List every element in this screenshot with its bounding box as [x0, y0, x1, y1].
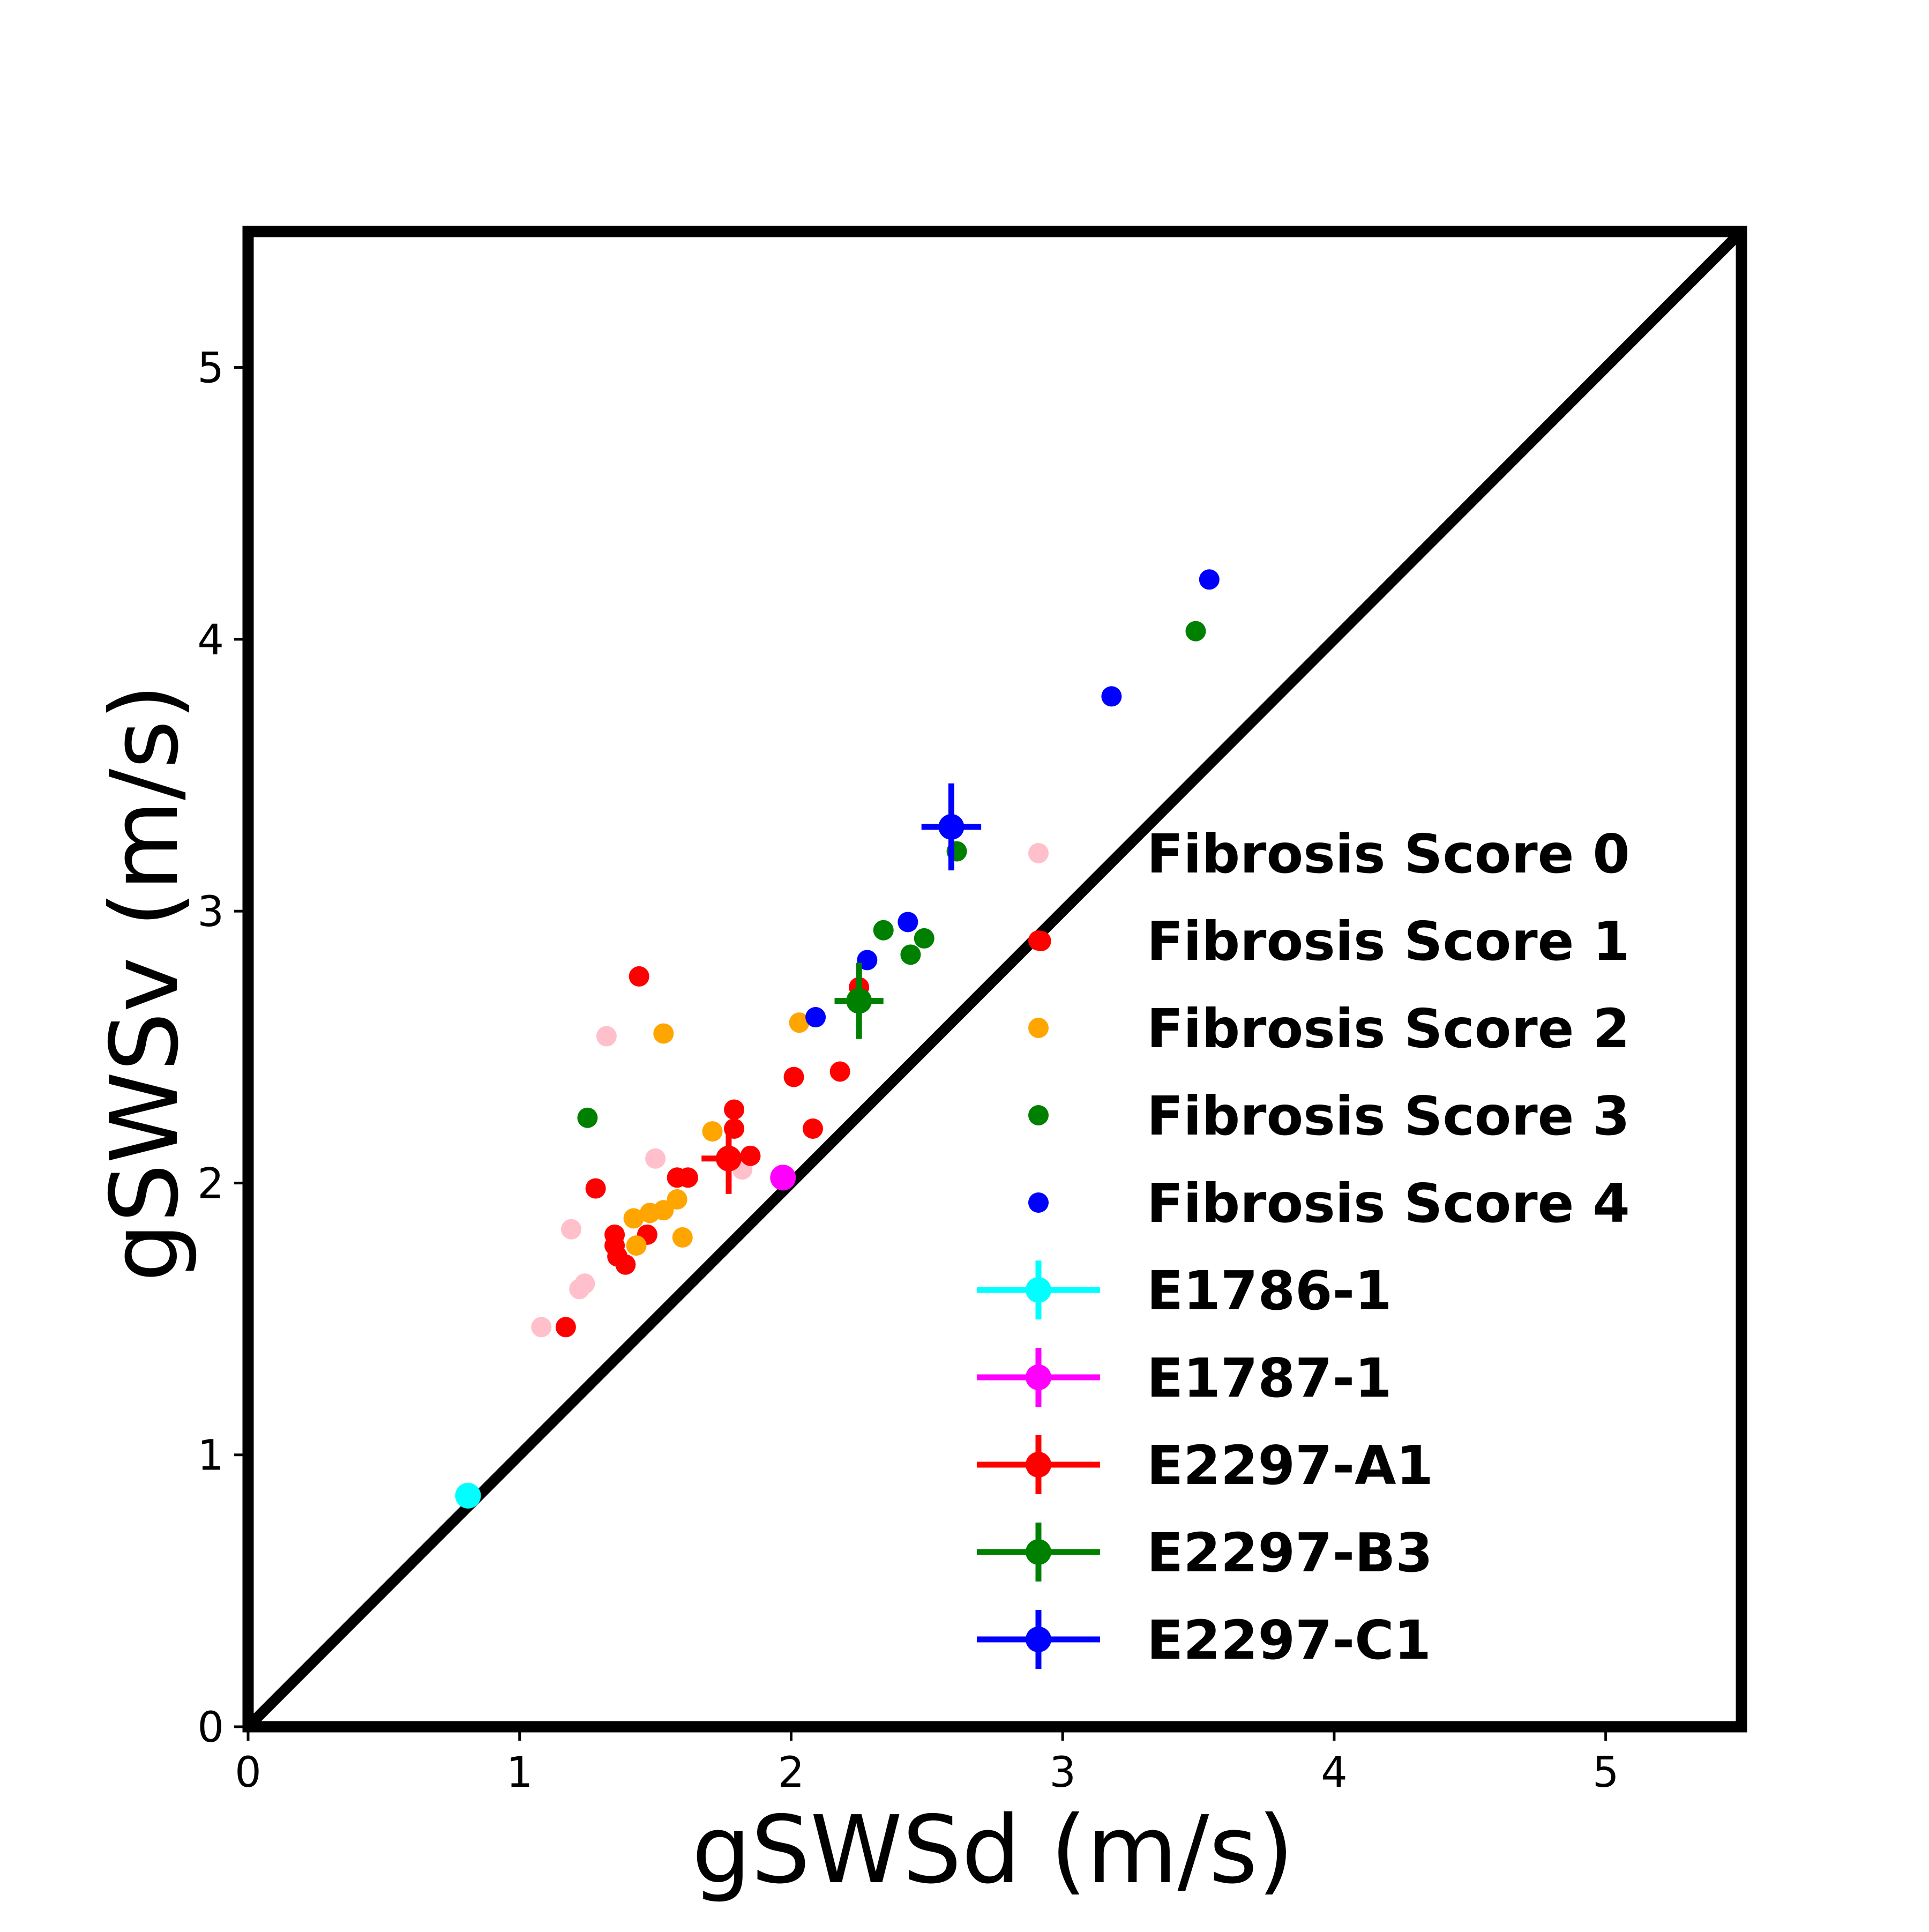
x-tick-label: 0 [235, 1749, 261, 1797]
legend-marker [1028, 1105, 1049, 1125]
y-tick-label: 0 [197, 1704, 224, 1752]
data-point [555, 1317, 576, 1338]
axes: 0 1 2 3 4 5 0 1 2 3 4 5 [197, 226, 1747, 1797]
data-point [789, 1012, 810, 1033]
data-point [829, 1061, 850, 1082]
series-0 [531, 1026, 753, 1338]
data-point [677, 1167, 698, 1188]
legend-marker [1026, 1277, 1051, 1303]
plot-area [244, 227, 1746, 1731]
y-tick-label: 1 [197, 1432, 224, 1480]
legend-label: E2297-A1 [1147, 1434, 1433, 1497]
sample-point [715, 1145, 742, 1172]
data-point [1101, 686, 1122, 707]
legend-label: Fibrosis Score 2 [1147, 997, 1630, 1060]
data-point [596, 1026, 617, 1047]
sample-point [846, 988, 872, 1014]
plot-frame [242, 226, 1747, 1733]
sample-E2297-A1 [701, 1123, 756, 1194]
legend-marker [1028, 1192, 1049, 1213]
data-point [1199, 569, 1220, 590]
data-point [645, 1148, 666, 1169]
sample-E2297-C1 [921, 783, 982, 871]
sample-point [770, 1165, 796, 1191]
data-point [783, 1066, 804, 1087]
legend-label: Fibrosis Score 3 [1147, 1085, 1630, 1147]
y-axis-title: gSWSv (m/s) [91, 684, 199, 1282]
legend-marker [1026, 1452, 1051, 1478]
legend: Fibrosis Score 0 Fibrosis Score 1 Fibrosis… [977, 823, 1630, 1672]
legend-label: Fibrosis Score 0 [1147, 823, 1630, 885]
data-point [702, 1121, 723, 1142]
series-2 [623, 1012, 810, 1256]
data-point [857, 950, 878, 971]
legend-label: E1787-1 [1147, 1347, 1392, 1409]
x-axis-title: gSWSd (m/s) [692, 1796, 1294, 1905]
sample-E2297-B3 [834, 963, 884, 1039]
y-tick-label: 5 [197, 345, 224, 393]
data-point [653, 1200, 674, 1221]
data-point [574, 1273, 595, 1294]
data-point [561, 1219, 582, 1240]
identity-line [244, 227, 1746, 1731]
legend-label: E1786-1 [1147, 1259, 1392, 1322]
data-point [1185, 621, 1206, 641]
x-tick-label: 4 [1321, 1749, 1348, 1797]
legend-marker [1028, 1018, 1049, 1038]
legend-marker [1026, 1539, 1051, 1565]
data-point [672, 1227, 693, 1248]
legend-marker [1028, 843, 1049, 863]
sample-point [455, 1482, 481, 1509]
y-tick-label: 2 [197, 1160, 224, 1208]
data-point [626, 1235, 647, 1256]
x-tick-label: 5 [1592, 1749, 1619, 1797]
data-point [898, 912, 918, 933]
x-tick-label: 2 [778, 1749, 805, 1797]
y-tick-label: 3 [197, 888, 224, 936]
legend-label: E2297-B3 [1147, 1521, 1433, 1584]
x-tick-label: 1 [506, 1749, 533, 1797]
y-tick-label: 4 [197, 616, 224, 665]
data-point [667, 1189, 687, 1210]
legend-label: Fibrosis Score 1 [1147, 910, 1630, 973]
data-point [805, 1007, 826, 1028]
sample-E1787-1 [770, 1165, 796, 1191]
x-tick-label: 3 [1049, 1749, 1076, 1797]
legend-marker [1028, 930, 1049, 951]
data-point [615, 1254, 636, 1275]
sample-E1786-1 [455, 1482, 481, 1509]
sample-point [938, 814, 965, 840]
series-1 [555, 930, 1051, 1338]
data-point [873, 920, 894, 941]
data-point [802, 1118, 823, 1139]
data-point [531, 1317, 552, 1338]
data-point [623, 1208, 644, 1229]
legend-marker [1026, 1364, 1051, 1390]
data-point [914, 928, 934, 949]
data-point [585, 1178, 606, 1199]
data-point [724, 1099, 745, 1120]
data-point [653, 1023, 674, 1044]
legend-label: Fibrosis Score 4 [1147, 1172, 1630, 1235]
legend-marker [1026, 1627, 1051, 1652]
legend-label: E2297-C1 [1147, 1609, 1431, 1672]
series-4 [805, 569, 1220, 1028]
data-point [900, 944, 921, 965]
data-point [577, 1107, 598, 1128]
data-point [629, 966, 649, 987]
